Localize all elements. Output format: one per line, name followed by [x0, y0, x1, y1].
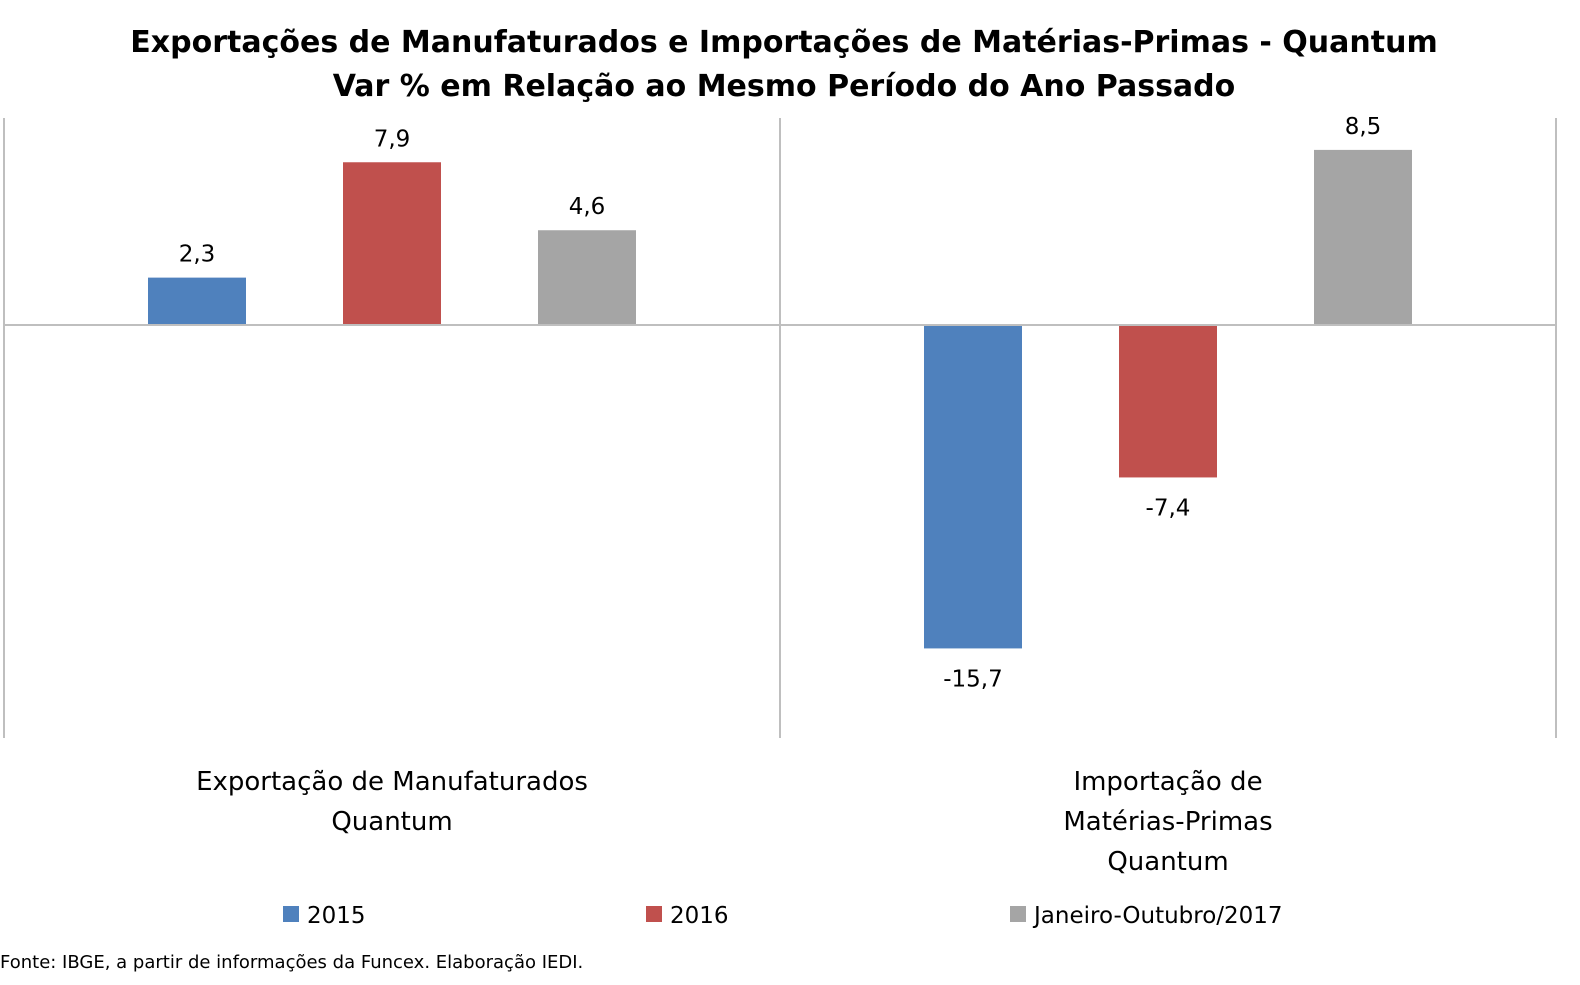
- data-label: 8,5: [1345, 114, 1382, 140]
- data-label: -7,4: [1146, 495, 1191, 521]
- legend-label: Janeiro-Outubro/2017: [1032, 903, 1283, 929]
- bar: [148, 277, 246, 325]
- source-note: Fonte: IBGE, a partir de informações da …: [0, 952, 583, 973]
- chart-title-line: Exportações de Manufaturados e Importaçõ…: [130, 25, 1437, 60]
- bar: [343, 162, 441, 325]
- data-label: 4,6: [569, 194, 606, 220]
- data-label: 7,9: [374, 126, 411, 152]
- category-label: Quantum: [1107, 847, 1228, 877]
- category-label: Importação de: [1073, 767, 1262, 797]
- data-label: 2,3: [179, 242, 216, 268]
- category-label: Matérias-Primas: [1063, 807, 1272, 837]
- legend-label: 2015: [307, 903, 366, 929]
- bar: [538, 230, 636, 325]
- bar: [1119, 325, 1217, 478]
- data-label: -15,7: [943, 666, 1003, 692]
- legend-swatch: [1010, 906, 1026, 922]
- category-label: Quantum: [331, 807, 452, 837]
- legend-swatch: [283, 906, 299, 922]
- legend-swatch: [646, 906, 662, 922]
- legend-label: 2016: [670, 903, 729, 929]
- category-label: Exportação de Manufaturados: [196, 767, 588, 797]
- bar: [924, 325, 1022, 649]
- chart-title-line: Var % em Relação ao Mesmo Período do Ano…: [333, 69, 1236, 104]
- bar: [1314, 149, 1412, 325]
